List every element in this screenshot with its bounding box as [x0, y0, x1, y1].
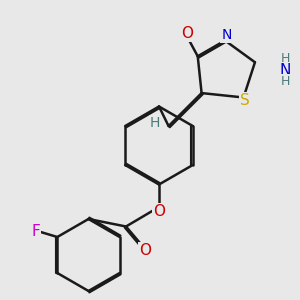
Text: N: N [279, 63, 291, 78]
Text: S: S [240, 93, 250, 108]
Text: O: O [140, 243, 152, 258]
Text: N: N [221, 28, 232, 42]
Text: H: H [150, 116, 160, 130]
Text: F: F [31, 224, 40, 239]
Text: O: O [153, 204, 165, 219]
Text: H: H [280, 52, 289, 65]
Text: H: H [280, 75, 289, 88]
Text: O: O [181, 26, 193, 41]
